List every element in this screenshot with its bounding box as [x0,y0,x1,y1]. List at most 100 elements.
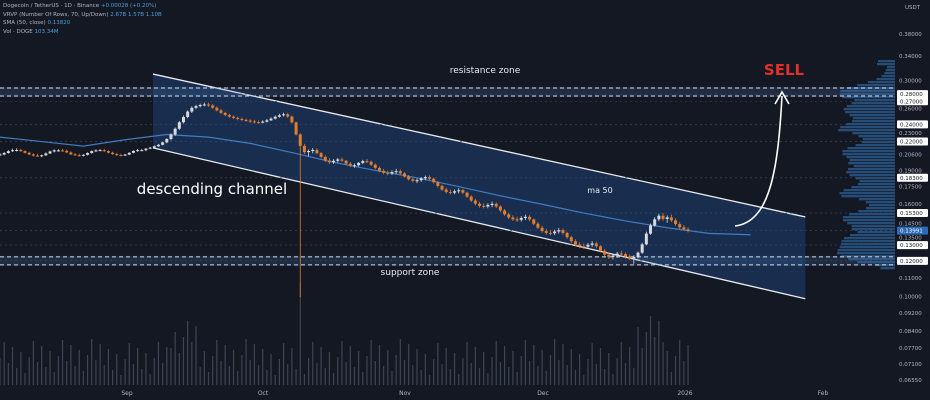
volume-bar [195,326,197,385]
price-badge [897,120,928,129]
volume-bar [228,366,230,385]
volume-bar [262,349,264,385]
volume-bar [674,356,677,385]
profile-row [842,150,895,153]
candle-body [56,150,60,152]
candle-body [415,180,419,182]
legend-vol-label: Vol · DOGE [3,28,33,35]
channel-upper-line [152,73,806,218]
candle-body [461,190,465,193]
profile-row [857,84,895,87]
volume-bar [458,374,460,385]
price-badge-label: 0.22000 [900,140,923,146]
candle-body [269,118,273,121]
volume-bar [470,363,472,385]
resistance-zone-label: resistance zone [450,66,521,76]
candle-body [127,152,131,155]
volume-bar [449,369,451,385]
volume-bar [7,363,9,385]
volume-bar [203,351,205,385]
candle-body [394,171,398,173]
profile-row [876,78,895,81]
volume-bar [383,366,385,385]
profile-row [853,165,895,168]
candle-body [98,150,102,152]
volume-bar [149,374,151,385]
volume-bar [629,347,631,385]
candle-body [140,150,144,152]
volume-bar [541,350,543,385]
candle-body [348,163,352,166]
candle-body [6,151,10,153]
price-badge-label: 0.15300 [900,211,923,217]
candle-body [252,121,256,123]
legend-sma-row: SMA (50, close) 0.13820 [3,19,162,28]
x-tick-label: Sep [121,390,133,397]
candle-body [61,150,65,152]
candle-body [111,152,115,155]
candle-body [282,114,286,116]
profile-row [852,132,895,135]
candle-body [236,117,240,119]
candle-body [686,229,690,231]
descending-channel [152,73,806,300]
candle-body [419,178,423,181]
candle-body [624,254,627,257]
volume-bar [583,375,585,385]
profile-row [840,90,895,93]
candle-body [298,134,302,146]
time-axis: Sep Oct Nov Dec 2026 Feb [121,390,828,397]
candle-body [607,254,611,257]
volume-bar [424,354,426,385]
candle-body [223,112,227,115]
volume-bar [207,372,210,385]
volume-bar [466,342,468,385]
candle-body [411,179,415,181]
volume-bar [287,364,289,385]
candle-body [102,150,106,152]
volume-bar [111,370,114,385]
y-tick-label: 0.11000 [899,276,922,282]
profile-row [837,249,895,252]
candle-body [244,119,248,121]
volume-bar [558,360,560,385]
volume-bar [116,354,118,385]
volume-bar [95,360,97,385]
candle-body [503,210,507,215]
price-badge [897,241,928,250]
volume-bar [387,350,389,385]
profile-row [839,93,895,96]
candle-body [569,237,573,242]
volume-bar [78,350,80,385]
volume-bar [312,342,314,385]
candle-body [69,152,73,155]
volume-bar [278,359,280,385]
profile-row [851,225,895,228]
volume-bar [253,344,255,385]
profile-row [842,219,895,222]
volume-bar [620,342,622,385]
candle-body [661,215,665,219]
candle-body [90,151,94,153]
candle-body [444,189,448,192]
candle-body [598,246,602,251]
volume-bar [266,370,268,385]
volume-bar [649,316,652,385]
volume-bar [579,354,581,385]
volume-bar [295,369,297,385]
candle-body [440,185,444,190]
price-badge-label: 0.13000 [900,243,923,249]
candle-body [453,191,457,193]
volume-bar [683,361,685,385]
volume-bar [45,367,47,385]
volume-bar [353,367,356,385]
profile-row [853,117,895,120]
support-zone-band [0,255,895,266]
volume-bar [654,337,656,385]
volume-bar [533,345,535,385]
x-tick-label: 2026 [677,390,692,397]
volume-bar [216,340,218,385]
profile-row [857,231,895,234]
profile-row [838,129,895,132]
